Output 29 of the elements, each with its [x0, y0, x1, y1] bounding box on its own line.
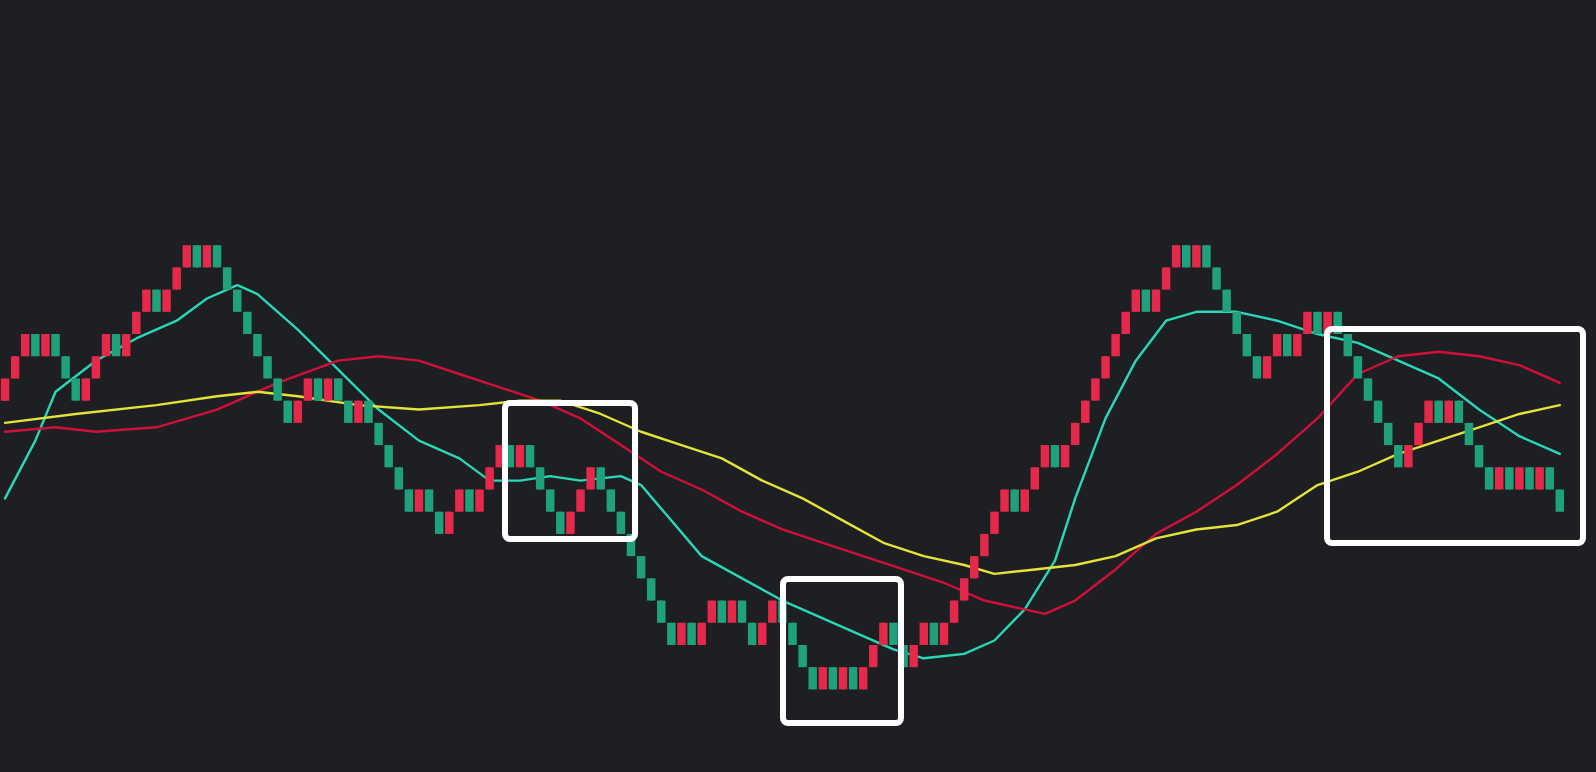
- candlestick: [1161, 266, 1171, 291]
- candlestick: [606, 488, 616, 513]
- candlestick: [1212, 266, 1221, 291]
- candlestick: [172, 266, 181, 291]
- candlestick: [424, 488, 434, 513]
- candlestick: [1363, 377, 1373, 402]
- candlestick: [303, 377, 313, 402]
- candlestick: [576, 488, 585, 513]
- candlestick: [646, 577, 656, 602]
- candlestick: [475, 488, 484, 513]
- candlestick: [273, 377, 282, 402]
- candlestick: [71, 377, 80, 402]
- candlestick: [81, 377, 91, 402]
- candlestick: [323, 377, 333, 402]
- candlestick: [545, 488, 555, 513]
- candlestick: [1010, 488, 1019, 513]
- candlestick: [465, 488, 474, 513]
- candlestick: [959, 577, 969, 602]
- candlestick: [1555, 488, 1565, 513]
- candlestick: [414, 488, 424, 513]
- candlestick: [404, 488, 414, 513]
- candlestick: [455, 488, 464, 513]
- candlestick: [333, 377, 343, 402]
- candlestick: [0, 377, 10, 402]
- candlestick: [313, 377, 323, 402]
- candlestick: [1020, 488, 1029, 513]
- candlestick: [1091, 377, 1100, 402]
- candlestick: [1000, 488, 1009, 513]
- candlestick: [222, 266, 232, 291]
